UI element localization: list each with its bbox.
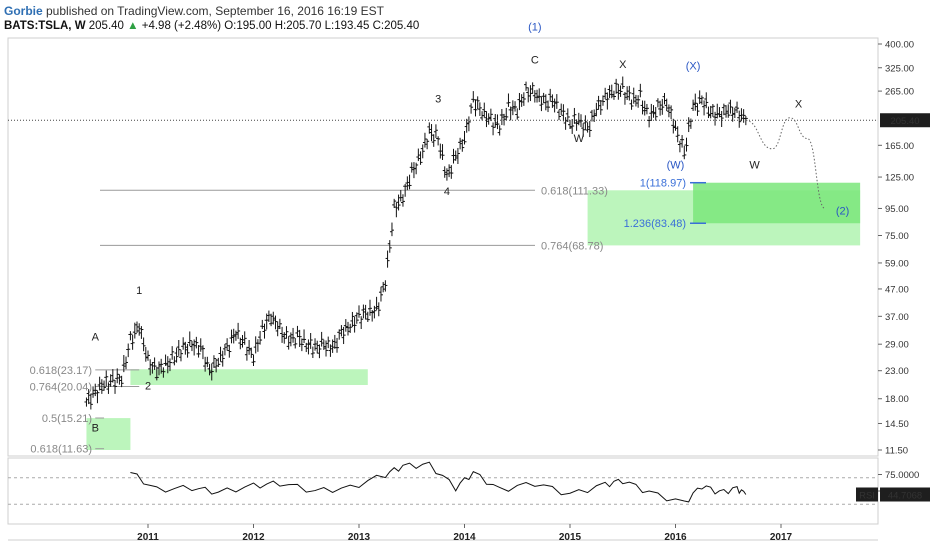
wave-label-10: X: [795, 98, 803, 110]
wave-label-0: A: [92, 331, 100, 343]
wave-label-blue-2: (W): [667, 159, 685, 171]
y-tick-label-0: 400.00: [885, 40, 914, 51]
fib-label-4: 0.5(15.21): [42, 413, 92, 425]
publish-info: published on TradingView.com, September …: [42, 4, 385, 18]
rsi-title-badge: [856, 487, 878, 502]
author-link[interactable]: Gorbie: [4, 4, 43, 18]
rsi-title: RSI: [859, 490, 875, 501]
support-zone-4: [693, 182, 861, 224]
y-tick-label-2: 265.00: [885, 87, 914, 98]
x-tick-label-5: 2016: [664, 532, 687, 543]
support-zone-1: [86, 418, 131, 450]
rsi-value-label: 44.7068: [888, 490, 922, 501]
x-tick-label-3: 2014: [453, 532, 476, 543]
projection-path: [745, 117, 826, 209]
wave-label-8: X: [619, 59, 627, 71]
y-tick-label-7: 75.00: [885, 231, 909, 242]
x-tick-label-1: 2012: [242, 532, 265, 543]
last-price: 205.40: [88, 20, 124, 32]
wave-label-2: 1: [136, 285, 142, 297]
fib-blue-label-1: 1.236(83.48): [624, 218, 686, 230]
x-tick-label-6: 2017: [770, 532, 793, 543]
wave-label-5: 4: [444, 186, 450, 198]
wave-label-blue-1: (X): [686, 61, 701, 73]
up-arrow-icon: ▲: [127, 20, 139, 32]
x-tick-label-4: 2015: [559, 532, 582, 543]
support-zone-2: [130, 369, 368, 385]
y-tick-label-8: 59.00: [885, 258, 909, 269]
fib-label-3: 0.764(20.04): [30, 381, 92, 393]
wave-label-3: 2: [145, 381, 151, 393]
wave-label-4: 3: [435, 93, 441, 105]
price-pane: [7, 37, 879, 457]
publish-line: Gorbie published on TradingView.com, Sep…: [4, 4, 384, 18]
price-change: +4.98 (+2.48%): [141, 20, 222, 32]
x-tick-label-2: 2013: [348, 532, 371, 543]
wave-label-6: C: [531, 54, 539, 66]
y-tick-label-1: 325.00: [885, 63, 914, 74]
symbol-line: BATS:TSLA, W 205.40 ▲ +4.98 (+2.48%) O:1…: [4, 20, 419, 32]
wave-label-1: B: [92, 423, 99, 435]
y-tick-label-13: 18.00: [885, 394, 909, 405]
wave-label-9: W: [749, 159, 760, 171]
fib-label-0: 0.618(111.33): [541, 185, 608, 197]
fib-blue-label-0: 1(118.97): [640, 178, 686, 190]
y-tick-label-11: 29.00: [885, 340, 909, 351]
y-tick-label-14: 14.50: [885, 419, 909, 430]
price-badge-label: 205.40: [890, 116, 919, 127]
rsi-tick-label-0: 75.0000: [885, 470, 919, 481]
ohlc-values: O:195.00 H:205.70 L:193.45 C:205.40: [224, 20, 420, 32]
symbol-label: BATS:TSLA, W: [4, 20, 86, 32]
price-badge: [880, 113, 930, 128]
y-tick-label-15: 11.50: [885, 446, 908, 457]
y-tick-label-10: 37.00: [885, 312, 909, 323]
wave-label-blue-3: (2): [836, 206, 849, 218]
wave-label-7: W: [574, 133, 585, 145]
fib-label-1: 0.764(68.78): [541, 240, 603, 252]
wave-label-blue-0: (1): [528, 22, 541, 34]
y-tick-label-4: 165.00: [885, 141, 914, 152]
y-tick-label-9: 47.00: [885, 284, 909, 295]
fib-label-5: 0.618(11.63): [30, 444, 92, 456]
fib-label-2: 0.618(23.17): [30, 365, 92, 377]
rsi-line: [130, 461, 747, 503]
y-tick-label-5: 125.00: [885, 173, 914, 184]
y-tick-label-6: 95.00: [885, 204, 909, 215]
y-tick-label-12: 23.00: [885, 366, 909, 377]
x-tick-label-0: 2011: [137, 532, 159, 543]
rsi-pane: [7, 457, 879, 525]
rsi-value-badge: [880, 487, 930, 502]
